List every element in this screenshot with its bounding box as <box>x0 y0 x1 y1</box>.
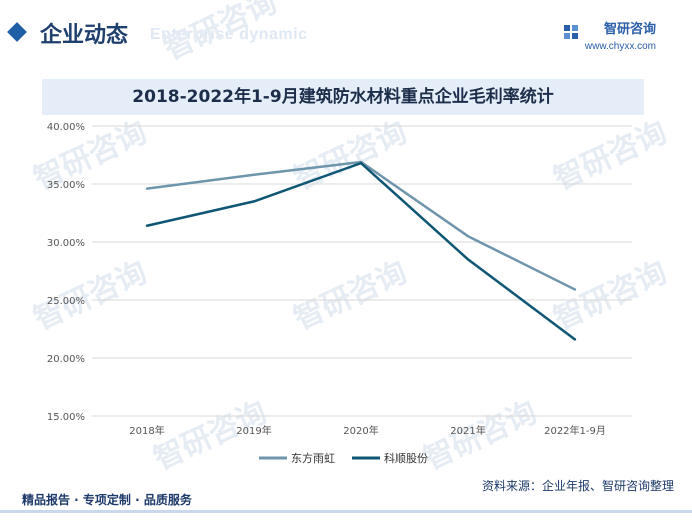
data-point <box>466 235 470 238</box>
section-title: 企业动态 <box>40 23 129 48</box>
y-axis-ticks: 15.00% 20.00% 25.00% 30.00% 35.00% 40.00% <box>47 122 85 423</box>
section-subtitle: Enterprise dynamic <box>150 26 308 43</box>
data-point <box>573 338 577 341</box>
data-point <box>359 161 363 165</box>
y-tick-label: 35.00% <box>47 180 85 191</box>
title-band <box>42 79 644 115</box>
footer-source: 资料来源：企业年报、智研咨询整理 <box>481 479 674 493</box>
brand-url: www.chyxx.com <box>584 41 656 52</box>
grid <box>92 125 632 417</box>
brand-logo-icon <box>563 25 578 39</box>
x-axis-ticks: 2018年 2019年 2020年 2021年 2022年1-9月 <box>129 424 606 437</box>
brand: 智研咨询 www.chyxx.com <box>563 22 656 54</box>
footer-tagline: 精品报告 · 专项定制 · 品质服务 <box>22 493 192 507</box>
data-point <box>252 200 256 203</box>
series-line-1 <box>146 160 576 291</box>
x-tick-label: 2020年 <box>343 424 378 437</box>
legend-label: 科顺股份 <box>384 451 428 465</box>
data-point <box>466 258 470 261</box>
x-tick-label: 2021年 <box>450 424 485 437</box>
legend: 东方雨虹 科顺股份 <box>259 451 428 465</box>
data-point <box>252 173 256 176</box>
x-tick-label: 2019年 <box>236 424 271 437</box>
watermark-text: 智研咨询 <box>159 0 283 67</box>
data-point <box>145 224 149 227</box>
y-tick-label: 20.00% <box>47 354 85 365</box>
chart-title: 2018-2022年1-9月建筑防水材料重点企业毛利率统计 <box>132 87 554 107</box>
data-point <box>573 288 577 291</box>
y-tick-label: 15.00% <box>47 412 85 423</box>
y-tick-label: 40.00% <box>47 122 85 133</box>
footer-divider <box>0 510 692 513</box>
watermark-text: 智研咨询 <box>549 115 673 197</box>
watermark-text: 智研咨询 <box>289 255 413 337</box>
series-lines <box>145 160 577 341</box>
y-tick-label: 25.00% <box>47 296 85 307</box>
legend-label: 东方雨虹 <box>291 451 335 465</box>
watermark-text: 智研咨询 <box>549 255 673 337</box>
series-line-2 <box>146 161 576 341</box>
x-tick-label: 2022年1-9月 <box>544 424 606 437</box>
data-point <box>145 187 149 190</box>
brand-name: 智研咨询 <box>603 22 656 37</box>
y-tick-label: 30.00% <box>47 238 85 249</box>
x-tick-label: 2018年 <box>129 424 164 437</box>
